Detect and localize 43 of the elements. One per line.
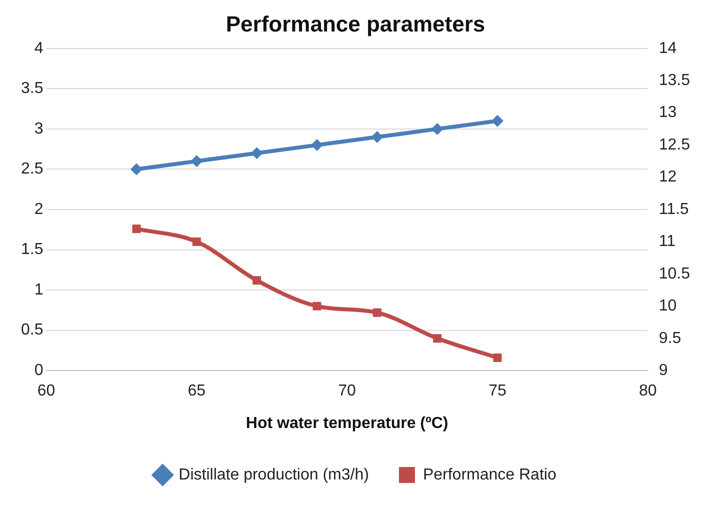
x-tick-label: 65 [188, 382, 206, 400]
point [433, 334, 442, 343]
point [192, 237, 201, 246]
point [371, 131, 384, 144]
y-tick-label: 4 [34, 40, 44, 57]
point [132, 224, 141, 234]
y-tick-label: 2.5 [20, 160, 44, 178]
point [190, 155, 203, 168]
point [310, 139, 323, 152]
point [130, 163, 142, 176]
legend-label: Distillate production (m3/h) [178, 466, 369, 484]
y2-tick-label: 10 [658, 298, 677, 315]
x-tick-label: 70 [338, 382, 356, 400]
point [493, 353, 502, 362]
y2-tick-label: 13.5 [658, 72, 690, 90]
x-tick-label: 75 [488, 382, 506, 400]
x-tick-label: 60 [37, 382, 56, 400]
chart-title: Performance parameters [226, 11, 486, 36]
point [250, 147, 263, 160]
y-tick-label: 0 [34, 362, 44, 380]
point [431, 122, 444, 135]
y2-tick-label: 14 [658, 40, 677, 57]
x-tick-label: 80 [638, 382, 657, 400]
y2-tick-label: 11 [658, 233, 676, 250]
y-tick-label: 1 [34, 281, 44, 298]
y-tick-label: 2 [34, 200, 44, 218]
y-tick-label: 3.5 [20, 80, 44, 98]
y2-tick-label: 12.5 [658, 136, 690, 154]
y2-tick-label: 11.5 [658, 200, 689, 218]
y-tick-label: 0.5 [20, 322, 44, 339]
point [491, 114, 504, 127]
point [372, 308, 382, 317]
y2-tick-label: 10.5 [658, 265, 690, 282]
y2-tick-label: 13 [658, 104, 677, 122]
y-tick-label: 1.5 [20, 241, 44, 258]
x-axis-title: Hot water temperature (ºC) [246, 414, 448, 432]
y2-tick-label: 9 [658, 362, 668, 380]
legend-label: Performance Ratio [422, 466, 556, 484]
y2-tick-label: 12 [658, 168, 677, 186]
point [252, 276, 262, 285]
y-tick-label: 3 [34, 120, 44, 138]
y2-tick-label: 9.5 [658, 330, 682, 347]
point [312, 302, 322, 310]
